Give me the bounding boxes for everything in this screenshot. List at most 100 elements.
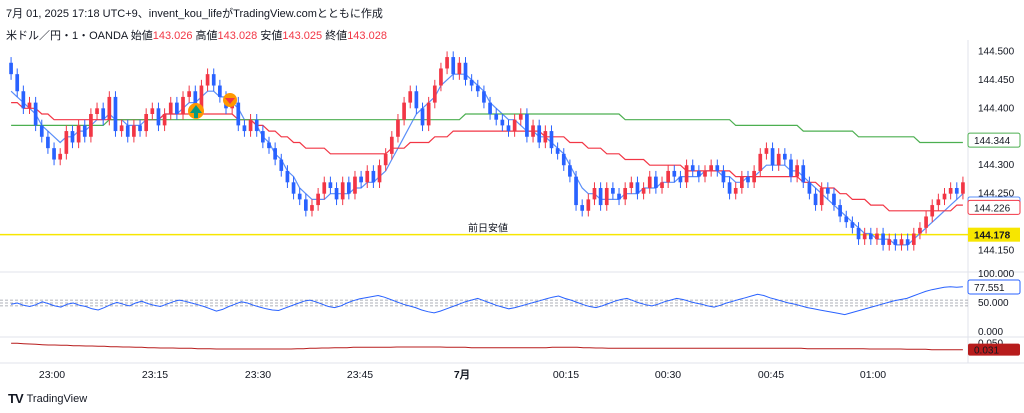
candle-body [150, 108, 155, 114]
high-label: 高値 [195, 30, 218, 42]
candle-body [113, 96, 118, 132]
candle-body [555, 148, 560, 154]
candle-body [70, 131, 75, 143]
candle-body [162, 114, 167, 126]
candle-body [254, 119, 259, 132]
rsi-value: 77.551 [974, 283, 1005, 294]
candle-body [709, 165, 713, 171]
candle-body [568, 165, 572, 177]
candle-body [537, 125, 542, 143]
candle-body [758, 153, 763, 171]
open-label: 始値 [130, 30, 153, 42]
close-label: 終値 [325, 30, 348, 42]
x-tick-label: 01:00 [860, 369, 886, 381]
candle-body [561, 153, 566, 166]
candle-body [451, 57, 456, 75]
price-tag-value: 144.226 [974, 203, 1011, 214]
candle-body [285, 170, 290, 183]
candle-body [911, 233, 916, 245]
candle-body [531, 125, 535, 137]
candle-body [21, 91, 26, 109]
candle-body [267, 142, 271, 149]
candle-body [770, 148, 775, 166]
candle-body [494, 114, 499, 120]
y-tick-label: 144.500 [978, 46, 1015, 57]
x-tick-label: 00:30 [655, 369, 681, 381]
candle-body [402, 102, 406, 120]
rsi-value-tag [967, 279, 1021, 295]
candle-body [95, 108, 99, 114]
symbol-legend: 米ドル／円・1・OANDA 始値143.026 高値143.028 安値143.… [6, 27, 387, 43]
y-tick-label: 144.400 [978, 103, 1015, 114]
candle-body [776, 153, 781, 166]
candle-body [371, 170, 376, 183]
prev-day-low-tag [968, 227, 1020, 242]
candle-body [15, 74, 20, 92]
candle-body [936, 199, 941, 206]
candle-body [592, 188, 597, 200]
candle-body [236, 102, 241, 126]
candle-body [512, 119, 517, 132]
candle-body [862, 233, 867, 240]
export-caption: 7月 01, 2025 17:18 UTC+9、invent_kou_lifeが… [6, 8, 383, 20]
x-tick-label: 23:15 [142, 369, 168, 381]
x-tick-label: 00:45 [758, 369, 784, 381]
candle-body [396, 119, 400, 137]
candle-body [205, 74, 210, 86]
candle-body [703, 170, 707, 177]
candle-body [746, 176, 750, 183]
candle-body [697, 170, 701, 177]
candle-body [389, 136, 394, 154]
sub-indicator-line [11, 342, 963, 351]
candle-body [740, 176, 744, 188]
candle-body [463, 62, 468, 80]
candle-body [924, 216, 928, 228]
candle-body [414, 91, 419, 109]
candle-body [291, 182, 296, 194]
candle-body [175, 102, 179, 114]
candle-body [782, 153, 787, 160]
candle-body [875, 233, 879, 240]
high-value: 143.028 [217, 30, 258, 42]
candle-body [365, 170, 370, 183]
sub-value: 0.031 [974, 346, 999, 357]
low-value: 143.025 [282, 30, 323, 42]
rsi-y-tick: 100.000 [978, 269, 1015, 280]
candle-body [316, 193, 320, 206]
candle-body [426, 102, 431, 126]
candle-body [101, 108, 106, 120]
candle-body [819, 188, 824, 206]
candle-body [76, 125, 81, 143]
candle-body [328, 182, 333, 188]
candle-body [850, 222, 855, 228]
candle-body [322, 182, 327, 194]
candle-body [752, 170, 756, 183]
brand-name: TradingView [26, 392, 88, 405]
candle-body [905, 239, 910, 245]
candle-body [432, 85, 437, 103]
candle-body [310, 205, 314, 211]
candle-body [82, 125, 87, 137]
candle-body [408, 91, 413, 103]
prev-day-low-label: 前日安値 [468, 222, 508, 235]
candle-body [678, 176, 683, 183]
candle-body [33, 102, 38, 126]
candle-body [641, 188, 646, 194]
candle-body [181, 96, 185, 114]
candle-body [377, 165, 382, 183]
candle-body [383, 153, 388, 166]
up-arrow-icon [190, 105, 202, 118]
y-tick-label: 144.300 [978, 160, 1015, 171]
candle-body [27, 102, 32, 109]
candle-body [248, 119, 253, 132]
candle-body [635, 182, 640, 194]
candle-body [261, 131, 265, 143]
candle-body [457, 62, 462, 75]
candle-body [918, 227, 922, 234]
candle-body [580, 205, 585, 211]
candle-body [107, 96, 112, 120]
candle-body [868, 233, 873, 240]
candle-body [684, 165, 689, 183]
candle-body [948, 188, 953, 194]
